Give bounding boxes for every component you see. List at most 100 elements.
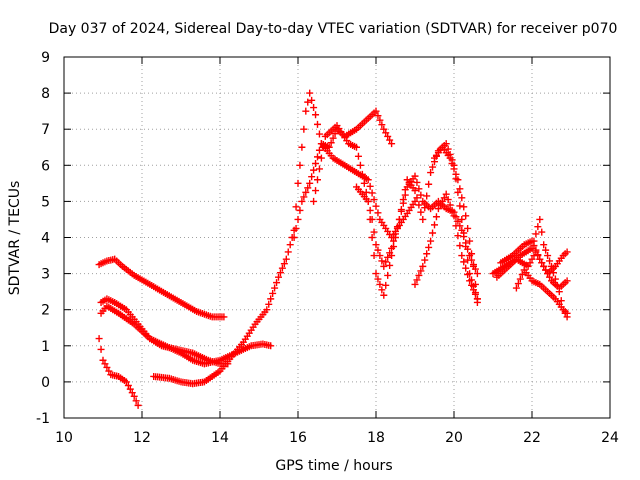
data-point [124, 382, 132, 390]
plot-frame [63, 56, 611, 419]
y-tick-label: 3 [41, 267, 50, 283]
data-point [220, 313, 228, 321]
data-point [419, 215, 427, 223]
data-point [263, 306, 271, 314]
data-point [275, 273, 282, 281]
data-point [372, 107, 380, 115]
data-point [378, 121, 386, 129]
data-point [397, 206, 405, 214]
data-point [317, 154, 325, 162]
data-point [296, 161, 304, 169]
data-point [380, 125, 388, 133]
data-point [462, 264, 470, 272]
data-point [413, 194, 421, 202]
data-point [103, 363, 111, 371]
data-point [431, 221, 438, 229]
data-point [448, 159, 456, 167]
data-point [282, 255, 290, 263]
x-tick-label: 14 [211, 430, 229, 446]
data-point [372, 202, 380, 210]
data-point [388, 252, 396, 260]
data-point [300, 125, 308, 133]
y-tick-label: 8 [41, 86, 50, 102]
data-point [101, 360, 109, 368]
data-point [315, 130, 323, 138]
data-point [460, 258, 468, 266]
data-point [460, 229, 468, 237]
data-point [370, 196, 378, 204]
data-point [417, 191, 425, 199]
data-point [534, 251, 542, 259]
chart-title: Day 037 of 2024, Sidereal Day-to-day VTE… [49, 21, 618, 37]
data-point [392, 234, 399, 241]
data-point [294, 215, 302, 223]
data-point [563, 277, 571, 285]
data-point [538, 228, 546, 236]
data-point [312, 111, 320, 119]
data-point [462, 212, 470, 220]
data-point [370, 252, 378, 260]
data-point [384, 132, 392, 140]
data-point [312, 187, 320, 195]
data-point [310, 197, 318, 205]
data-point [419, 262, 427, 270]
y-tick-label: 9 [41, 50, 50, 66]
data-point [518, 271, 526, 279]
data-point [454, 176, 462, 184]
data-point [470, 262, 477, 270]
data-point [468, 281, 476, 289]
data-point [516, 275, 524, 283]
data-point [300, 193, 308, 201]
x-tick-label: 20 [445, 430, 463, 446]
data-point [429, 163, 437, 171]
y-tick-label: 0 [41, 375, 50, 391]
data-point [306, 179, 314, 187]
data-point [434, 205, 442, 213]
data-point [557, 297, 565, 305]
data-point [399, 196, 407, 204]
data-point [473, 298, 481, 306]
data-point [306, 89, 314, 97]
data-point [376, 116, 384, 124]
data-point [386, 261, 394, 269]
data-point [446, 154, 454, 162]
data-point [302, 188, 310, 196]
series-arc-5 [150, 89, 396, 388]
data-point [310, 104, 318, 112]
data-point [444, 196, 452, 204]
y-tick-label: 6 [41, 158, 50, 174]
data-point [298, 143, 306, 151]
data-point [421, 256, 429, 264]
y-tick-label: 7 [41, 122, 50, 138]
data-point [471, 290, 479, 298]
data-point [388, 140, 396, 148]
data-point [312, 159, 320, 167]
data-point [374, 246, 382, 254]
data-point [540, 262, 548, 270]
data-point [534, 223, 542, 231]
data-point [122, 378, 130, 386]
data-point [382, 129, 390, 137]
data-point [528, 237, 536, 245]
data-point [376, 280, 384, 288]
data-point [378, 257, 386, 265]
data-point [563, 309, 571, 317]
data-point [452, 222, 460, 230]
data-point [528, 255, 536, 263]
data-point [126, 385, 134, 393]
data-point [448, 206, 456, 214]
y-tick-label: 1 [41, 339, 50, 355]
data-point [368, 189, 376, 197]
data-point [512, 284, 520, 292]
data-point [273, 279, 281, 287]
x-tick-label: 10 [55, 430, 73, 446]
series-arc-6 [290, 140, 419, 241]
data-point [466, 277, 474, 285]
data-point [364, 176, 372, 184]
data-point [267, 295, 275, 303]
data-point [128, 389, 136, 397]
data-point [358, 170, 366, 178]
data-point [310, 166, 318, 174]
data-point [292, 203, 300, 211]
data-point [458, 215, 466, 223]
